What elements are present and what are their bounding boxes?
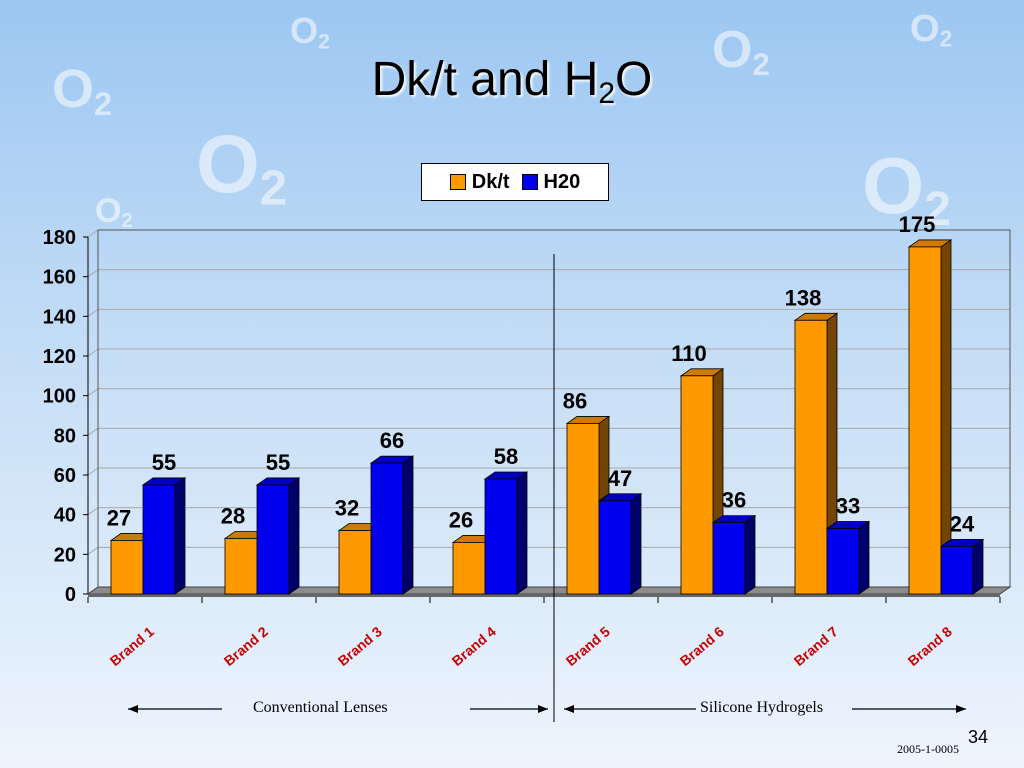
grid-line-side — [87, 388, 99, 397]
data-label: 32 — [335, 496, 359, 521]
grid-line-side — [87, 308, 99, 317]
chart-legend: Dk/t H20 — [421, 163, 609, 201]
bar-h20-side — [630, 493, 642, 595]
legend-label-dkt: Dk/t — [471, 170, 510, 193]
o2-decoration: O2 — [712, 21, 770, 82]
arrow-left-silicone-head — [564, 705, 574, 713]
grid-line-side — [87, 546, 99, 555]
o2-decoration: O2 — [910, 8, 953, 52]
grid-line-side — [87, 229, 99, 238]
page-number: 34 — [968, 727, 989, 747]
legend-swatch-dkt — [449, 174, 466, 190]
y-tick-label: 140 — [43, 306, 76, 328]
y-tick-label: 40 — [54, 505, 76, 527]
bar-h20-side — [174, 477, 186, 595]
bar-h20-side — [288, 477, 300, 595]
x-tick-label: Brand 2 — [221, 623, 271, 669]
data-label: 175 — [899, 212, 936, 237]
data-label: 110 — [671, 341, 707, 366]
y-tick-label: 100 — [43, 386, 76, 408]
bar-dkt — [680, 375, 714, 595]
group-label-silicone: Silicone Hydrogels — [700, 699, 824, 716]
bar-dkt — [908, 246, 942, 595]
arrow-right-silicone-head — [956, 705, 966, 713]
bar-h20 — [256, 484, 290, 595]
data-label: 24 — [950, 511, 975, 536]
legend-item-dkt: Dk/t — [449, 170, 510, 194]
x-tick-label: Brand 3 — [335, 623, 385, 669]
o2-decoration: O2 — [290, 10, 331, 54]
bar-h20 — [826, 528, 860, 595]
data-label: 28 — [221, 503, 245, 528]
slide-reference: 2005-1-0005 — [897, 742, 959, 756]
x-tick-label: Brand 4 — [449, 623, 499, 669]
slide-title: Dk/t and H2O — [371, 53, 653, 110]
bar-h20 — [370, 462, 404, 595]
y-tick-label: 60 — [54, 465, 76, 487]
bar-dkt — [566, 423, 600, 595]
bar-h20 — [142, 484, 176, 595]
o2-decoration: O2 — [52, 59, 113, 123]
y-tick-label: 180 — [43, 227, 76, 249]
data-label: 47 — [608, 466, 632, 491]
legend-swatch-h20 — [521, 174, 538, 190]
grid-line-side — [87, 269, 99, 278]
data-label: 138 — [785, 285, 822, 310]
legend-label-h20: H20 — [543, 170, 581, 193]
bar-dkt — [452, 542, 486, 595]
o2-decoration: O2 — [196, 119, 288, 216]
bar-h20-side — [744, 514, 756, 595]
data-label: 33 — [836, 494, 860, 519]
data-label: 58 — [494, 444, 518, 469]
data-label: 66 — [380, 428, 404, 453]
arrow-left-conventional-head — [128, 705, 138, 713]
o2-decoration: O2 — [95, 192, 133, 233]
y-tick-label: 80 — [54, 425, 76, 447]
data-label: 27 — [107, 505, 131, 530]
x-tick-label: Brand 6 — [677, 623, 727, 669]
grid-line-side — [87, 467, 99, 476]
y-tick-label: 0 — [65, 584, 76, 606]
bar-h20 — [712, 522, 746, 595]
y-tick-label: 120 — [43, 346, 76, 368]
data-label: 36 — [722, 488, 746, 513]
x-tick-label: Brand 8 — [905, 623, 955, 669]
x-tick-label: Brand 7 — [791, 623, 841, 669]
legend-item-h20: H20 — [521, 170, 581, 194]
x-tick-label: Brand 1 — [107, 623, 157, 669]
bar-h20 — [940, 546, 974, 595]
bar-h20-side — [402, 455, 414, 595]
bar-h20-side — [858, 520, 870, 595]
bar-h20-side — [972, 538, 984, 595]
bar-h20 — [598, 500, 632, 595]
data-label: 26 — [449, 507, 473, 532]
grid-line-side — [87, 427, 99, 436]
y-tick-label: 20 — [54, 544, 76, 566]
plot-floor-edge — [88, 594, 1000, 597]
bar-dkt — [110, 540, 144, 595]
bar-dkt — [338, 530, 372, 595]
o2-decoration: O2 — [862, 141, 951, 236]
bar-h20 — [484, 478, 518, 595]
bar-h20-side — [516, 471, 528, 595]
y-tick-label: 160 — [43, 267, 76, 289]
bar-dkt — [224, 538, 258, 595]
data-label: 55 — [152, 450, 176, 475]
x-tick-label: Brand 5 — [563, 623, 613, 669]
bar-dkt — [794, 319, 828, 595]
group-label-conventional: Conventional Lenses — [253, 699, 388, 716]
data-label: 55 — [266, 450, 290, 475]
data-label: 86 — [563, 388, 587, 413]
arrow-right-conventional-head — [538, 705, 548, 713]
grid-line-side — [87, 348, 99, 357]
grid-line-side — [87, 507, 99, 516]
